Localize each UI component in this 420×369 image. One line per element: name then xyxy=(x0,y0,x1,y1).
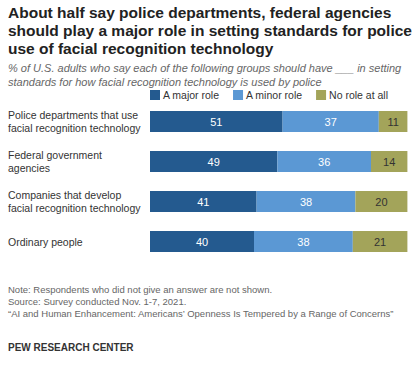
data-label: 20 xyxy=(375,196,387,208)
plot-area xyxy=(150,111,407,252)
text-line: agencies xyxy=(8,162,50,174)
subtitle: % of U.S. adults who say each of the fol… xyxy=(8,62,402,88)
legend-label: No role at all xyxy=(329,89,388,101)
legend-swatch xyxy=(150,90,160,100)
bar-segment xyxy=(371,151,407,172)
text-line: % of U.S. adults who say each of the fol… xyxy=(8,62,402,74)
bar-segment xyxy=(355,191,407,212)
text-line: use of facial recognition technology xyxy=(8,40,274,57)
data-label: 37 xyxy=(325,116,337,128)
bar-segment xyxy=(254,231,353,252)
data-label: 38 xyxy=(297,236,309,248)
text-line: standards for how facial recognition tec… xyxy=(8,76,322,88)
bar-segment xyxy=(353,231,408,252)
data-label: 14 xyxy=(383,156,395,168)
footnote: Source: Survey conducted Nov. 1-7, 2021. xyxy=(8,296,186,307)
data-label: 38 xyxy=(300,196,312,208)
chart: About half say police departments, feder… xyxy=(0,0,420,369)
legend-swatch xyxy=(233,90,243,100)
data-label: 51 xyxy=(210,116,222,128)
text-line: Federal government xyxy=(8,149,102,161)
data-labels: 51 37 11 49 36 14 41 38 20 40 38 21 xyxy=(196,116,399,248)
data-label: 21 xyxy=(374,236,386,248)
data-label: 41 xyxy=(197,196,209,208)
data-label: 11 xyxy=(387,116,398,128)
category-label: Ordinary people xyxy=(8,236,83,248)
bar-segment xyxy=(150,231,254,252)
bar-segment xyxy=(150,151,277,172)
bar-segment xyxy=(257,191,356,212)
bar-segment xyxy=(150,111,283,132)
bar-segment xyxy=(150,191,257,212)
category-label: Federal governmentagencies xyxy=(8,149,102,174)
data-label: 49 xyxy=(208,156,220,168)
bar-segment xyxy=(379,111,408,132)
text-line: facial recognition technology xyxy=(8,202,141,214)
category-label: Police departments that usefacial recogn… xyxy=(8,109,141,134)
legend: A major role A minor role No role at all xyxy=(150,89,388,101)
text-line: Ordinary people xyxy=(8,236,83,248)
data-label: 36 xyxy=(318,156,330,168)
bar-segment xyxy=(283,111,379,132)
legend-label: A major role xyxy=(163,89,219,101)
credit: PEW RESEARCH CENTER xyxy=(8,342,134,353)
data-label: 40 xyxy=(196,236,208,248)
text-line: should play a major role in setting stan… xyxy=(8,22,412,39)
bar-segment xyxy=(277,151,371,172)
text-line: Police departments that use xyxy=(8,109,138,121)
category-label: Companies that developfacial recognition… xyxy=(8,189,141,214)
legend-label: A minor role xyxy=(246,89,302,101)
footnote: Note: Respondents who did not give an an… xyxy=(8,284,272,295)
footnote: “AI and Human Enhancement: Americans’ Op… xyxy=(8,308,393,319)
legend-swatch xyxy=(316,90,326,100)
text-line: Companies that develop xyxy=(8,189,121,201)
text-line: About half say police departments, feder… xyxy=(8,4,391,21)
text-line: facial recognition technology xyxy=(8,122,141,134)
title: About half say police departments, feder… xyxy=(8,4,412,57)
